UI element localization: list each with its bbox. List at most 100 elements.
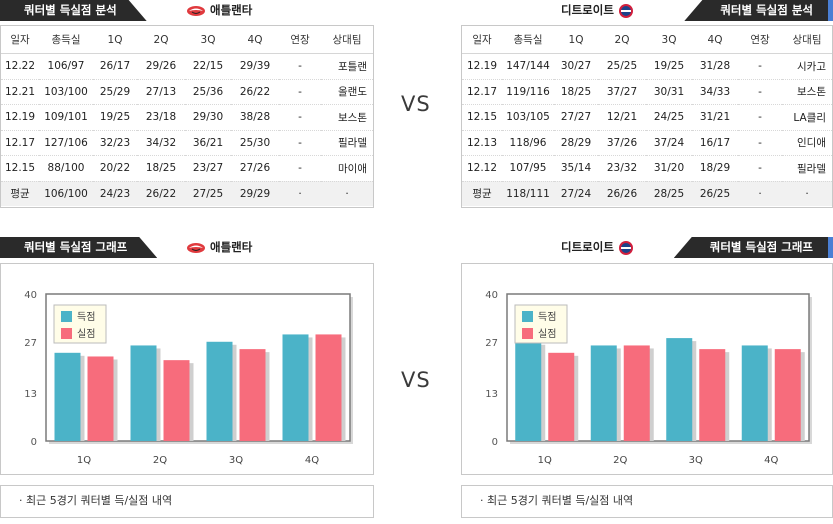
- bar-scored: [666, 338, 693, 441]
- table-cell: 30/27: [554, 53, 598, 80]
- table-cell: 보스톤: [321, 104, 373, 131]
- table-cell: 22/15: [185, 53, 231, 80]
- y-tick-label: 40: [485, 290, 498, 301]
- team-label: 애틀랜타: [186, 237, 252, 258]
- atlanta-hawks-logo-icon: [187, 242, 205, 253]
- bar-scored: [741, 345, 768, 441]
- team-name: 애틀랜타: [210, 240, 253, 254]
- table-cell: 16/17: [692, 130, 738, 156]
- column-header: 1Q: [554, 26, 598, 54]
- table-cell: 35/14: [554, 155, 598, 182]
- left-chart-box: 0 13 27 40 1Q 2Q 3Q 4Q 득점 실점: [0, 263, 374, 475]
- table-cell: 25/29: [93, 79, 137, 105]
- table-cell: 29/26: [137, 53, 185, 80]
- table-row: 12.19 147/144 30/27 25/25 19/25 31/28- 시카고: [462, 53, 832, 80]
- left-analysis-header: 쿼터별 득실점 분석 애틀랜타: [0, 0, 374, 21]
- legend-swatch: [61, 311, 72, 322]
- average-cell: 24/23: [93, 181, 137, 206]
- column-header: 총득실: [39, 26, 93, 54]
- table-cell: 27/26: [231, 155, 279, 182]
- average-cell: ·: [782, 181, 832, 206]
- y-tick-label: 0: [492, 437, 498, 448]
- column-header: 일자: [462, 26, 502, 54]
- table-cell: 12.19: [462, 53, 502, 80]
- x-tick-label: 3Q: [229, 455, 243, 466]
- bar-scored: [590, 345, 617, 441]
- column-header: 2Q: [598, 26, 646, 54]
- table-cell: 127/106: [39, 130, 93, 156]
- header-accent-bar: [828, 237, 833, 258]
- table-cell: 12.22: [1, 53, 39, 80]
- column-header: 연장: [738, 26, 782, 54]
- table-cell: 인디애: [782, 130, 832, 156]
- table-cell: 103/100: [39, 79, 93, 105]
- average-row: 평균 106/100 24/23 26/22 27/25 29/29 · ·: [1, 181, 373, 206]
- table-cell: -: [279, 130, 321, 156]
- table-cell: -: [738, 79, 782, 105]
- bar-allowed: [623, 345, 650, 441]
- right-analysis-header: 디트로이트 쿼터별 득실점 분석: [461, 0, 833, 21]
- bar-allowed: [548, 352, 575, 441]
- column-header: 총득실: [502, 26, 554, 54]
- average-row: 평균 118/111 27/24 26/26 28/25 26/25 · ·: [462, 181, 832, 206]
- table-row: 12.12 107/95 35/14 23/32 31/20 18/29- 필라델: [462, 155, 832, 182]
- average-cell: ·: [738, 181, 782, 206]
- table-row: 12.17 127/106 32/23 34/32 36/21 25/30- 필라델: [1, 130, 373, 156]
- table-cell: -: [738, 130, 782, 156]
- y-tick-label: 40: [24, 290, 37, 301]
- right-graph-panel: 디트로이트 쿼터별 득실점 그래프 0 13 27 40 1Q 2Q 3Q 4Q 득점 실점 · …: [461, 237, 833, 524]
- table-cell: 147/144: [502, 53, 554, 80]
- average-cell: 26/25: [692, 181, 738, 206]
- column-header: 3Q: [185, 26, 231, 54]
- column-header: 상대팀: [321, 26, 373, 54]
- average-cell: 27/25: [185, 181, 231, 206]
- bar-allowed: [699, 349, 726, 441]
- team-name: 애틀랜타: [210, 3, 253, 17]
- table-cell: 12/21: [598, 104, 646, 131]
- table-row: 12.15 88/100 20/22 18/25 23/27 27/26- 마이애: [1, 155, 373, 182]
- table-row: 12.17 119/116 18/25 37/27 30/31 34/33- 보스톤: [462, 79, 832, 105]
- bar-allowed: [774, 349, 801, 441]
- table-cell: 38/28: [231, 104, 279, 131]
- table-cell: 18/29: [692, 155, 738, 182]
- table-cell: 27/27: [554, 104, 598, 131]
- x-tick-label: 2Q: [153, 455, 167, 466]
- left-stats-table-box: 일자 총득실 1Q 2Q 3Q 4Q 연장 상대팀 12.22 106/97 26/17 29/26 2…: [0, 25, 374, 208]
- table-header-row: 일자 총득실 1Q 2Q 3Q 4Q 연장 상대팀: [1, 26, 373, 54]
- column-header: 2Q: [137, 26, 185, 54]
- column-header: 3Q: [646, 26, 692, 54]
- table-cell: 20/22: [93, 155, 137, 182]
- table-cell: 25/25: [598, 53, 646, 80]
- average-cell: ·: [321, 181, 373, 206]
- left-graph-header: 쿼터별 득실점 그래프 애틀랜타: [0, 237, 374, 258]
- table-cell: 28/29: [554, 130, 598, 156]
- left-analysis-panel: 쿼터별 득실점 분석 애틀랜타 일자 총득실 1Q 2Q 3Q 4Q 연장 상대팀 12.22 1…: [0, 0, 374, 208]
- table-cell: 23/27: [185, 155, 231, 182]
- x-tick-label: 1Q: [538, 455, 552, 466]
- header-title: 쿼터별 득실점 그래프: [0, 237, 157, 258]
- bar-scored: [515, 341, 542, 441]
- left-graph-panel: 쿼터별 득실점 그래프 애틀랜타 0 13 27 40 1Q 2Q 3Q 4Q 득점 실점 · 최…: [0, 237, 374, 524]
- y-tick-label: 27: [485, 338, 498, 349]
- legend-label: 득점: [538, 311, 556, 323]
- table-cell: 12.19: [1, 104, 39, 131]
- team-label: 디트로이트: [561, 0, 634, 21]
- table-cell: -: [279, 155, 321, 182]
- atlanta-hawks-logo-icon: [187, 5, 205, 16]
- bar-scored: [206, 341, 233, 441]
- table-cell: -: [279, 104, 321, 131]
- column-header: 연장: [279, 26, 321, 54]
- legend-swatch: [522, 311, 533, 322]
- bar-allowed: [315, 334, 342, 441]
- team-name: 디트로이트: [561, 3, 614, 17]
- table-row: 12.13 118/96 28/29 37/26 37/24 16/17- 인디애: [462, 130, 832, 156]
- table-cell: 12.13: [462, 130, 502, 156]
- bar-allowed: [163, 360, 190, 441]
- table-cell: 12.15: [1, 155, 39, 182]
- table-row: 12.22 106/97 26/17 29/26 22/15 29/39- 포틀랜: [1, 53, 373, 80]
- header-title: 쿼터별 득실점 분석: [0, 0, 147, 21]
- table-cell: 보스톤: [782, 79, 832, 105]
- table-cell: 시카고: [782, 53, 832, 80]
- table-cell: 26/22: [231, 79, 279, 105]
